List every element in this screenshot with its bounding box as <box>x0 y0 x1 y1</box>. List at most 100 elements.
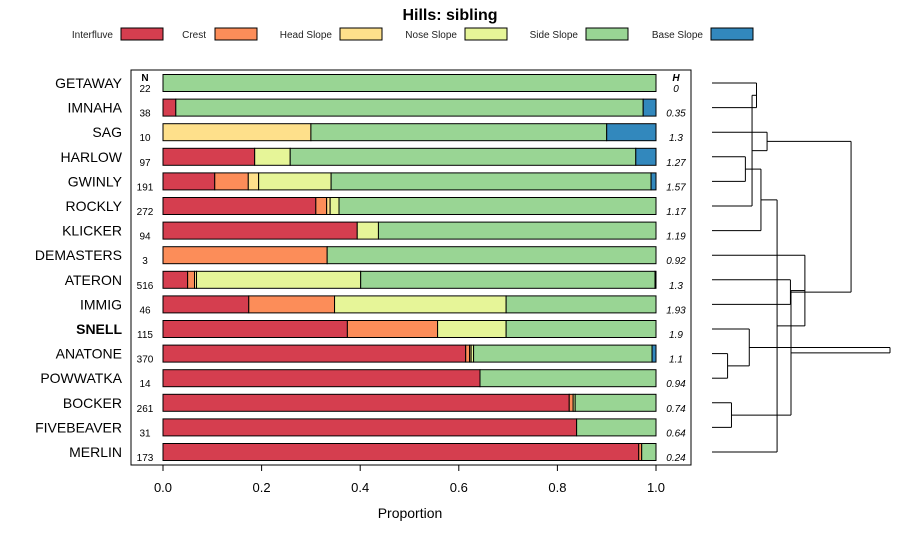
bar-rockly-head-slope <box>326 197 331 215</box>
bar-bocker-interfluve <box>162 393 570 412</box>
h-header: H <box>672 73 680 84</box>
h-value-imnaha: 0.35 <box>666 109 686 120</box>
bar-imnaha-interfluve <box>162 98 177 117</box>
bar-ateron-crest <box>187 270 196 289</box>
x-tick-label: 0.6 <box>450 480 468 495</box>
legend-label-base-slope: Base Slope <box>652 30 704 41</box>
legend-swatch-side-slope <box>585 27 629 41</box>
bar-gwinly-base-slope <box>650 172 657 191</box>
h-value-harlow: 1.27 <box>666 158 686 169</box>
bar-gwinly-interfluve <box>162 172 216 191</box>
bar-rockly-nose-slope <box>329 197 340 215</box>
bar-sag-side-slope <box>310 123 608 142</box>
legend-label-interfluve: Interfluve <box>72 30 114 41</box>
n-value-snell: 115 <box>137 330 153 341</box>
bar-ateron-interfluve <box>162 270 189 289</box>
n-value-sag: 10 <box>139 133 151 144</box>
bar-demasters-crest <box>162 246 328 265</box>
dendrogram <box>712 82 891 453</box>
h-value-sag: 1.3 <box>669 133 683 144</box>
row-label-gwinly: GWINLY <box>68 173 123 189</box>
row-label-fivebeaver: FIVEBEAVER <box>35 419 122 435</box>
bar-klicker-nose-slope <box>356 221 379 240</box>
legend-swatch-head-slope <box>339 27 383 41</box>
legend-swatch-nose-slope <box>464 27 508 41</box>
n-value-getaway: 22 <box>139 84 151 95</box>
bar-sag-base-slope <box>606 123 657 142</box>
n-value-harlow: 97 <box>139 158 151 169</box>
bar-gwinly-head-slope <box>247 172 260 191</box>
row-label-powwatka: POWWATKA <box>40 370 122 386</box>
row-label-harlow: HARLOW <box>61 149 123 165</box>
n-value-ateron: 516 <box>137 281 154 292</box>
row-label-snell: SNELL <box>76 321 122 337</box>
bar-rows: GETAWAY 22 0 IMNAHA 38 0.35 SAG 10 1.3 HARLOW 97 1.… <box>35 74 686 464</box>
bar-immig-nose-slope <box>334 295 507 314</box>
n-value-merlin: 173 <box>137 453 154 464</box>
x-tick-label: 0.0 <box>154 480 172 495</box>
h-value-klicker: 1.19 <box>666 232 686 243</box>
bar-rockly-side-slope <box>338 197 657 215</box>
bar-snell-crest <box>346 320 439 338</box>
bar-immig-crest <box>248 295 336 314</box>
x-tick-label: 1.0 <box>647 480 665 495</box>
n-value-klicker: 94 <box>139 232 151 243</box>
legend: Interfluve Crest Head Slope Nose Slope Side … <box>72 27 754 41</box>
n-value-bocker: 261 <box>137 404 154 415</box>
row-label-ateron: ATERON <box>65 272 122 288</box>
h-value-snell: 1.9 <box>669 330 683 341</box>
row-label-klicker: KLICKER <box>62 223 122 239</box>
n-value-imnaha: 38 <box>139 109 151 120</box>
bar-rockly-crest <box>315 197 328 215</box>
h-value-rockly: 1.17 <box>666 207 686 218</box>
h-value-demasters: 0.92 <box>666 256 686 267</box>
legend-swatch-interfluve <box>120 27 164 41</box>
bar-harlow-side-slope <box>289 147 637 166</box>
bar-fivebeaver-interfluve <box>162 418 578 437</box>
n-value-anatone: 370 <box>137 355 154 366</box>
bar-powwatka-side-slope <box>479 369 657 388</box>
bar-merlin-side-slope <box>641 443 657 461</box>
legend-swatch-base-slope <box>710 27 754 41</box>
bar-klicker-side-slope <box>377 221 657 240</box>
n-header: N <box>141 73 148 84</box>
bar-gwinly-nose-slope <box>258 172 332 191</box>
x-tick-label: 0.2 <box>253 480 271 495</box>
bar-harlow-nose-slope <box>254 147 291 166</box>
bar-rockly-interfluve <box>162 197 317 215</box>
row-label-bocker: BOCKER <box>63 395 122 411</box>
bar-harlow-interfluve <box>162 147 256 166</box>
n-value-powwatka: 14 <box>139 379 151 390</box>
row-label-getaway: GETAWAY <box>55 75 123 91</box>
row-label-demasters: DEMASTERS <box>35 247 122 263</box>
row-label-imnaha: IMNAHA <box>68 100 123 116</box>
legend-label-crest: Crest <box>182 30 206 41</box>
row-label-sag: SAG <box>92 124 122 140</box>
h-value-getaway: 0 <box>673 84 679 95</box>
x-tick-label: 0.4 <box>351 480 369 495</box>
bar-anatone-side-slope <box>473 344 653 363</box>
n-value-fivebeaver: 31 <box>139 428 151 439</box>
bar-bocker-crest <box>568 393 574 412</box>
h-value-fivebeaver: 0.64 <box>666 428 686 439</box>
bar-fivebeaver-side-slope <box>576 418 657 437</box>
bar-anatone-crest <box>465 344 471 363</box>
x-axis-label: Proportion <box>378 505 443 521</box>
row-label-anatone: ANATONE <box>56 346 122 362</box>
bar-gwinly-crest <box>214 172 249 191</box>
bar-immig-interfluve <box>162 295 250 314</box>
h-value-anatone: 1.1 <box>669 355 683 366</box>
chart-title: Hills: sibling <box>402 7 497 24</box>
row-label-rockly: ROCKLY <box>65 198 122 214</box>
legend-swatch-crest <box>214 27 258 41</box>
h-value-powwatka: 0.94 <box>666 379 686 390</box>
bar-powwatka-interfluve <box>162 369 481 388</box>
h-value-bocker: 0.74 <box>666 404 686 415</box>
legend-label-head-slope: Head Slope <box>280 30 333 41</box>
bar-anatone-base-slope <box>651 344 657 363</box>
n-value-immig: 46 <box>139 305 151 316</box>
bar-imnaha-side-slope <box>175 98 644 117</box>
bar-bocker-side-slope <box>574 393 657 412</box>
legend-label-nose-slope: Nose Slope <box>405 30 457 41</box>
